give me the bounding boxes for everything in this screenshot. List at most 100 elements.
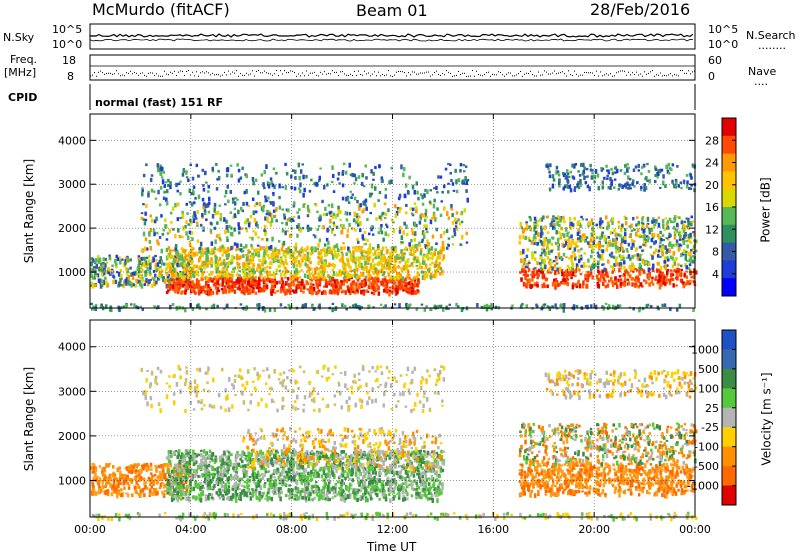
echo-cell	[373, 202, 376, 208]
echo-cell	[542, 273, 546, 276]
noise-panel	[89, 23, 696, 50]
echo-cell	[188, 243, 192, 247]
echo-cell	[370, 291, 374, 295]
nave-point	[434, 71, 435, 73]
echo-cell	[309, 252, 313, 256]
echo-cell	[644, 243, 647, 247]
echo-cell	[618, 262, 622, 267]
echo-cell	[215, 187, 219, 191]
echo-cell	[185, 170, 188, 175]
echo-cell	[601, 258, 604, 261]
echo-cell	[278, 269, 282, 272]
echo-cell	[334, 252, 337, 258]
echo-cell	[364, 164, 367, 168]
echo-cell	[306, 281, 310, 286]
echo-cell	[377, 285, 380, 290]
nave-point	[652, 70, 653, 72]
echo-cell	[381, 513, 385, 517]
nave-point	[690, 73, 691, 75]
echo-cell	[534, 230, 538, 235]
echo-cell	[246, 218, 250, 223]
echo-cell	[214, 254, 217, 257]
echo-cell	[305, 280, 308, 286]
echo-cell	[377, 255, 380, 259]
echo-cell	[167, 263, 170, 269]
echo-cell	[371, 283, 374, 287]
echo-cell	[179, 216, 182, 219]
echo-cell	[605, 247, 608, 252]
echo-cell	[442, 230, 446, 235]
echo-cell	[300, 281, 303, 287]
echo-cell	[301, 304, 304, 309]
echo-cell	[384, 188, 388, 191]
echo-cell	[317, 242, 320, 248]
echo-cell	[219, 276, 222, 279]
echo-cell	[241, 279, 244, 283]
echo-cell	[577, 237, 580, 240]
echo-cell	[348, 288, 352, 291]
echo-cell	[372, 246, 375, 250]
echo-cell	[223, 287, 226, 291]
echo-cell	[393, 303, 397, 306]
echo-cell	[600, 233, 604, 238]
echo-cell	[112, 465, 115, 469]
echo-cell	[139, 282, 143, 285]
echo-cell	[686, 259, 689, 262]
echo-cell	[620, 227, 623, 233]
echo-cell	[589, 163, 592, 168]
echo-cell	[166, 279, 170, 283]
echo-cell	[591, 243, 594, 249]
echo-cell	[476, 303, 479, 308]
nave-point	[692, 71, 693, 73]
echo-cell	[252, 286, 255, 290]
echo-cell	[265, 270, 269, 275]
echo-cell	[375, 217, 378, 221]
echo-cell	[668, 235, 671, 238]
echo-cell	[637, 278, 640, 283]
echo-cell	[239, 255, 242, 260]
echo-cell	[644, 261, 648, 264]
echo-cell	[308, 266, 311, 272]
echo-cell	[494, 516, 497, 521]
echo-cell	[104, 276, 107, 280]
echo-cell	[636, 253, 640, 257]
echo-cell	[154, 254, 157, 258]
echo-cell	[221, 244, 224, 249]
echo-cell	[349, 305, 352, 309]
echo-cell	[525, 223, 529, 229]
echo-cell	[268, 246, 271, 250]
echo-cell	[263, 252, 266, 256]
echo-cell	[188, 512, 191, 518]
echo-cell	[211, 279, 214, 283]
echo-cell	[539, 513, 542, 518]
echo-cell	[182, 168, 185, 173]
echo-cell	[93, 259, 97, 264]
echo-cell	[212, 250, 216, 254]
echo-cell	[586, 304, 589, 310]
echo-cell	[254, 278, 257, 282]
echo-cell	[388, 180, 391, 185]
echo-cell	[188, 201, 192, 204]
echo-cell	[518, 240, 521, 245]
echo-cell	[581, 218, 585, 221]
echo-cell	[556, 215, 560, 219]
echo-cell	[543, 261, 546, 266]
echo-cell	[349, 273, 352, 278]
echo-cell	[358, 304, 361, 310]
echo-cell	[374, 249, 377, 252]
echo-cell	[198, 285, 201, 291]
echo-cell	[518, 234, 522, 240]
echo-cell	[272, 209, 276, 213]
echo-cell	[163, 184, 166, 188]
nave-point	[558, 72, 559, 74]
echo-cell	[315, 182, 319, 187]
echo-cell	[448, 303, 451, 306]
echo-cell	[536, 224, 539, 227]
echo-cell	[327, 273, 330, 278]
echo-cell	[339, 514, 342, 518]
echo-cell	[236, 253, 239, 258]
echo-cell	[525, 221, 528, 225]
echo-cell	[381, 247, 384, 250]
echo-cell	[126, 493, 130, 498]
echo-cell	[267, 196, 270, 200]
